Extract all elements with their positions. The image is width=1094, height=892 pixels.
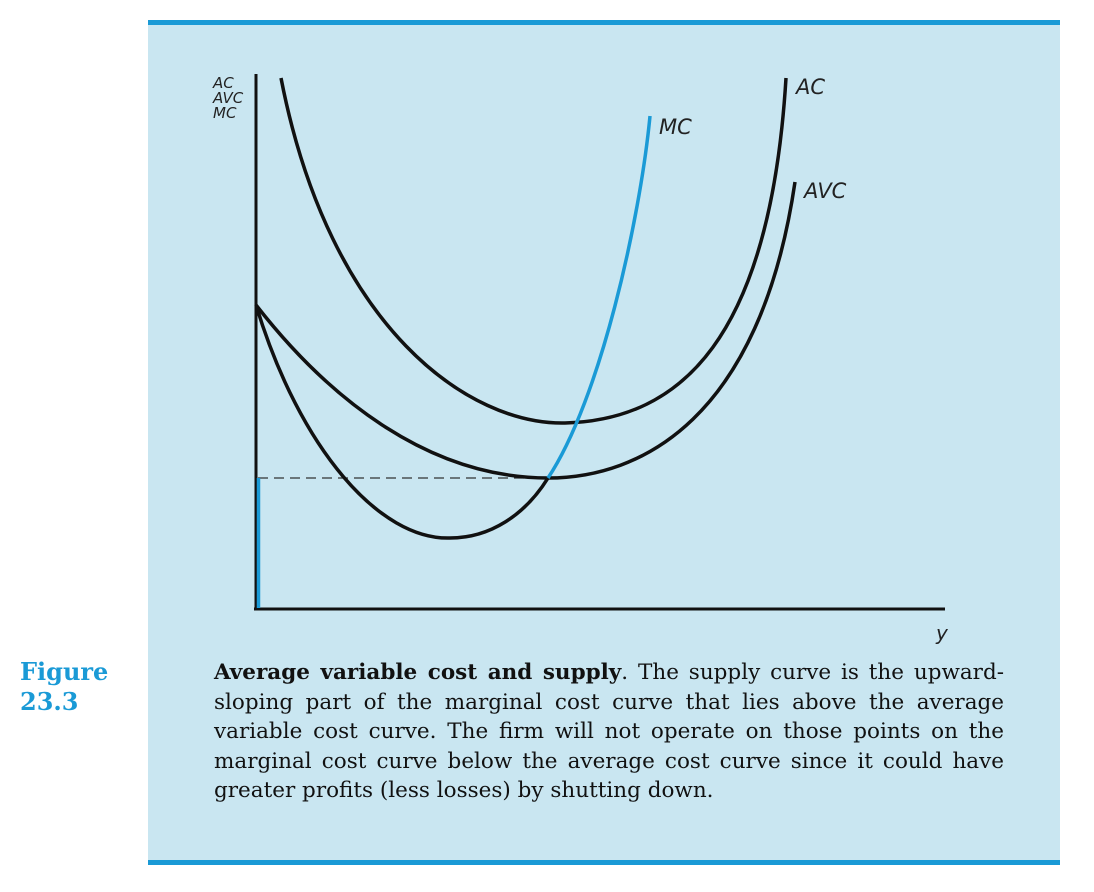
y-axis-label-ac: AC xyxy=(212,74,234,92)
ac-curve-label: AC xyxy=(794,75,825,99)
caption-title: Average variable cost and supply xyxy=(214,660,622,685)
mc-curve-lower xyxy=(254,304,550,540)
avc-curve xyxy=(254,181,797,480)
figure-word: Figure xyxy=(20,657,109,686)
mc-curve-label: MC xyxy=(659,115,692,139)
x-axis-label: y xyxy=(935,621,949,645)
figure-id: 23.3 xyxy=(20,687,79,716)
y-axis-label-mc: MC xyxy=(213,104,237,122)
ac-curve xyxy=(279,77,788,425)
y-axis-label-avc: AVC xyxy=(212,89,244,107)
figure-caption: Average variable cost and supply. The su… xyxy=(214,658,1004,806)
caption-body: . The supply curve is the upward-sloping… xyxy=(214,660,1004,803)
figure-panel xyxy=(148,20,1060,865)
figure-number: Figure 23.3 xyxy=(20,657,108,717)
mc-curve-supply xyxy=(546,115,652,479)
cost-curves-diagram: AC AVC MC y AC AVC MC xyxy=(212,74,949,645)
avc-curve-label: AVC xyxy=(802,179,847,203)
